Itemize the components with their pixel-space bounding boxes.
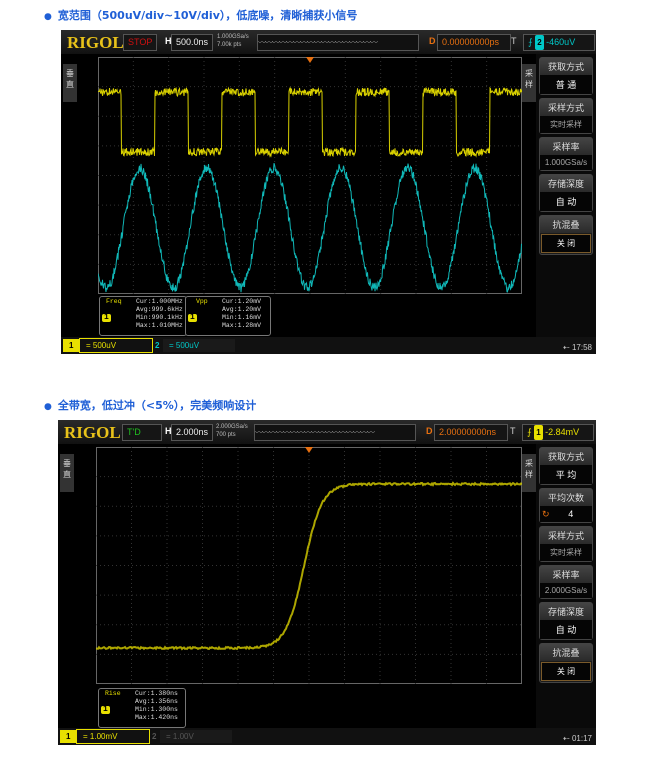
channel-1-number[interactable]: 1	[60, 730, 76, 743]
rotate-knob-icon: ↻	[542, 509, 550, 520]
section1-heading: ● 宽范围（500uV/div~10V/div），低底噪，清晰捕获小信号	[44, 7, 357, 23]
heading-text: 全带宽，低过冲（<5%），完美频响设计	[58, 399, 256, 412]
oscilloscope-screenshot-1: RIGOL STOP H 500.0ns 1.000GSa/s 7.00k pts…	[61, 30, 596, 354]
acquire-menu: 获取方式普 通 采样方式 实时采样 采样率 1.000GSa/s 存储深度自 动 抗…	[536, 54, 596, 337]
menu-sample-rate[interactable]: 采样率 1.000GSa/s	[539, 137, 593, 171]
trigger-settings: ⨍ 1 -2.84mV	[522, 424, 594, 441]
channel-bar: 1 = 500uV 2 = 500uV ⇠ 17:58	[61, 337, 596, 354]
waveform-overview: 〰〰〰〰〰〰〰〰〰〰〰〰〰〰〰〰〰	[254, 424, 416, 441]
channel-2-scale[interactable]: = 1.00V	[160, 730, 232, 743]
menu-memory-depth[interactable]: 存储深度自 动	[539, 602, 593, 640]
acq-info: 1.000GSa/s 7.00k pts	[217, 33, 249, 49]
trigger-position-marker	[306, 57, 314, 63]
trigger-label: T	[507, 34, 521, 49]
menu-anti-aliasing[interactable]: 抗混叠关 闭	[539, 215, 593, 255]
menu-anti-aliasing[interactable]: 抗混叠关 闭	[539, 643, 593, 683]
measurement-rise: Rise 1 Cur:1.380ns Avg:1.356ns Min:1.300ns…	[98, 688, 186, 728]
timebase: 2.000ns	[171, 424, 213, 441]
trigger-position-marker	[305, 447, 313, 453]
oscilloscope-screenshot-2: RIGOL T'D H 2.000ns 2.000GSa/s 700 pts 〰〰…	[58, 420, 596, 745]
waveform-grid: 12	[98, 57, 522, 294]
heading-text: 宽范围（500uV/div~10V/div），低底噪，清晰捕获小信号	[58, 9, 358, 22]
acquire-menu: 获取方式平 均 平均次数 ↻ 4 采样方式 实时采样 采样率 2.000GSa/s 存储…	[536, 444, 596, 728]
menu-sampling-mode[interactable]: 采样方式 实时采样	[539, 526, 593, 562]
clock: ⇠ 17:58	[563, 343, 592, 352]
trigger-label: T	[506, 424, 520, 439]
channel-1-number[interactable]: 1	[63, 339, 79, 352]
acquire-tab[interactable]: 采样	[522, 454, 536, 492]
acquire-tab[interactable]: 采样	[522, 64, 536, 102]
trigger-settings: ⨍ 2 -460uV	[523, 34, 595, 51]
vertical-tab[interactable]: 垂直	[63, 64, 77, 102]
menu-acquisition-mode[interactable]: 获取方式平 均	[539, 447, 593, 485]
channel-1-scale[interactable]: = 500uV	[79, 338, 153, 353]
waveform-grid: 1	[96, 447, 522, 684]
run-status: STOP	[123, 34, 157, 51]
acq-info: 2.000GSa/s 700 pts	[216, 423, 248, 439]
delay-value: 0.00000000ps	[437, 34, 511, 51]
vertical-tab[interactable]: 垂直	[60, 454, 74, 492]
timebase: 500.0ns	[171, 34, 213, 51]
clock: ⇠ 01:17	[563, 734, 592, 743]
top-bar: RIGOL T'D H 2.000ns 2.000GSa/s 700 pts 〰〰…	[58, 420, 596, 444]
menu-acquisition-mode[interactable]: 获取方式普 通	[539, 57, 593, 95]
top-bar: RIGOL STOP H 500.0ns 1.000GSa/s 7.00k pts…	[61, 30, 596, 54]
channel-1-scale[interactable]: = 1.00mV	[76, 729, 150, 744]
channel-2-scale[interactable]: = 500uV	[163, 339, 235, 352]
menu-sample-rate[interactable]: 采样率 2.000GSa/s	[539, 565, 593, 599]
rigol-logo: RIGOL	[67, 33, 124, 53]
menu-memory-depth[interactable]: 存储深度自 动	[539, 174, 593, 212]
rigol-logo: RIGOL	[64, 423, 121, 443]
measurement-freq: Freq 1 Cur:1.000MHz Avg:999.6kHz Min:990.1…	[99, 296, 187, 336]
waveform-overview: 〰〰〰〰〰〰〰〰〰〰〰〰〰〰〰〰〰	[257, 34, 419, 51]
delay-value: 2.00000000ns	[434, 424, 508, 441]
menu-sampling-mode[interactable]: 采样方式 实时采样	[539, 98, 593, 134]
measurement-vpp: Vpp 1 Cur:1.20mV Avg:1.20mV Min:1.16mV Max:…	[185, 296, 271, 336]
section2-heading: ● 全带宽，低过冲（<5%），完美频响设计	[44, 397, 256, 413]
run-status: T'D	[122, 424, 162, 441]
channel-bar: 1 = 1.00mV 2 = 1.00V ⇠ 01:17	[58, 728, 596, 745]
channel-2-sine-trace	[98, 163, 522, 292]
menu-average-count[interactable]: 平均次数 ↻ 4	[539, 488, 593, 523]
